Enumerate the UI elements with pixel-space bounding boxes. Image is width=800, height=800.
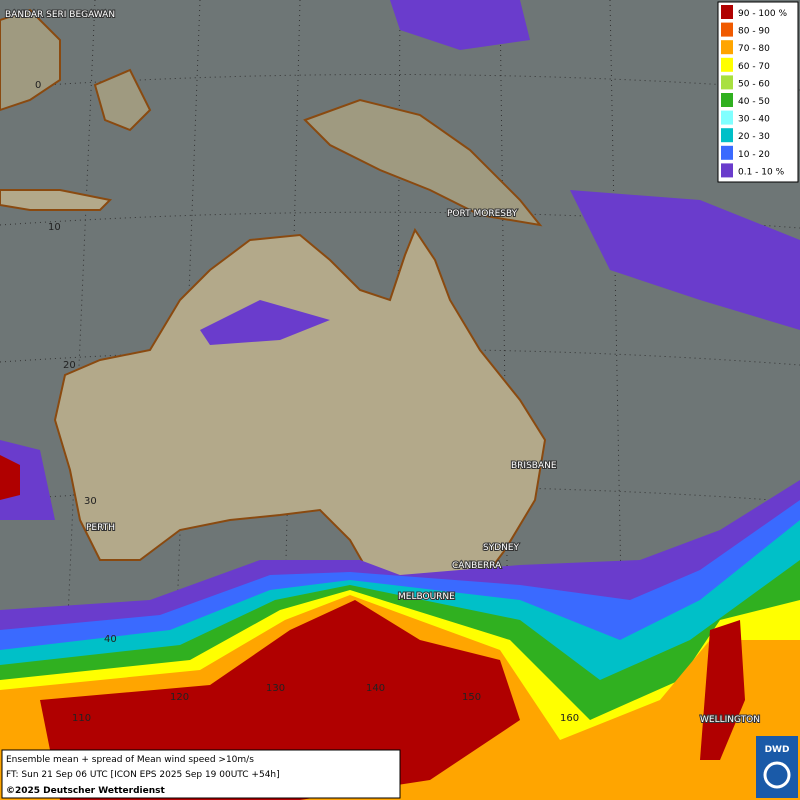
footer-time: FT: Sun 21 Sep 06 UTC [ICON EPS 2025 Sep… xyxy=(6,770,280,780)
legend-label: 0.1 - 10 % xyxy=(738,167,785,177)
grid-label: 10 xyxy=(48,222,61,233)
city-label: PERTH xyxy=(86,523,115,533)
footer-box xyxy=(1,749,401,799)
legend-swatch xyxy=(721,93,733,107)
legend-swatch xyxy=(721,40,733,55)
legend-label: 90 - 100 % xyxy=(738,9,787,19)
grid-label: 20 xyxy=(63,360,76,371)
legend-swatch xyxy=(721,5,733,19)
city-label: CANBERRA xyxy=(452,561,502,571)
city-label: SYDNEY xyxy=(483,543,520,553)
legend-label: 20 - 30 xyxy=(738,132,770,142)
grid-label: 40 xyxy=(104,634,117,645)
legend-label: 40 - 50 xyxy=(738,97,770,107)
city-label: PORT MORESBY xyxy=(447,209,518,219)
grid-label: 140 xyxy=(366,683,385,694)
city-label: BRISBANE xyxy=(511,461,557,471)
footer-title: Ensemble mean + spread of Mean wind spee… xyxy=(6,755,254,765)
grid-label: 30 xyxy=(84,496,97,507)
legend-label: 50 - 60 xyxy=(738,79,770,89)
legend-swatch xyxy=(721,75,733,90)
logo: DWD xyxy=(765,745,790,755)
footer-copyright: ©2025 Deutscher Wetterdienst xyxy=(6,786,165,796)
legend-swatch xyxy=(721,57,733,72)
legend-label: 80 - 90 xyxy=(738,27,770,37)
legend-swatch xyxy=(721,128,733,143)
city-label: MELBOURNE xyxy=(398,592,455,602)
legend-label: 60 - 70 xyxy=(738,62,770,72)
legend-label: 70 - 80 xyxy=(738,44,770,54)
grid-label: 0 xyxy=(35,80,41,91)
grid-label: 110 xyxy=(72,713,91,724)
legend-swatch xyxy=(721,22,733,37)
city-label: BANDAR SERI BEGAWAN xyxy=(5,10,115,20)
legend-label: 10 - 20 xyxy=(738,150,770,160)
legend-swatch xyxy=(721,145,733,160)
legend-swatch xyxy=(721,163,733,178)
city-label: WELLINGTON xyxy=(700,715,760,725)
grid-label: 150 xyxy=(462,692,481,703)
grid-label: 130 xyxy=(266,683,285,694)
grid-label: 160 xyxy=(560,713,579,724)
logo-icon xyxy=(763,761,791,789)
legend-label: 30 - 40 xyxy=(738,115,770,125)
legend-swatch xyxy=(721,110,733,125)
grid-label: 120 xyxy=(170,692,189,703)
